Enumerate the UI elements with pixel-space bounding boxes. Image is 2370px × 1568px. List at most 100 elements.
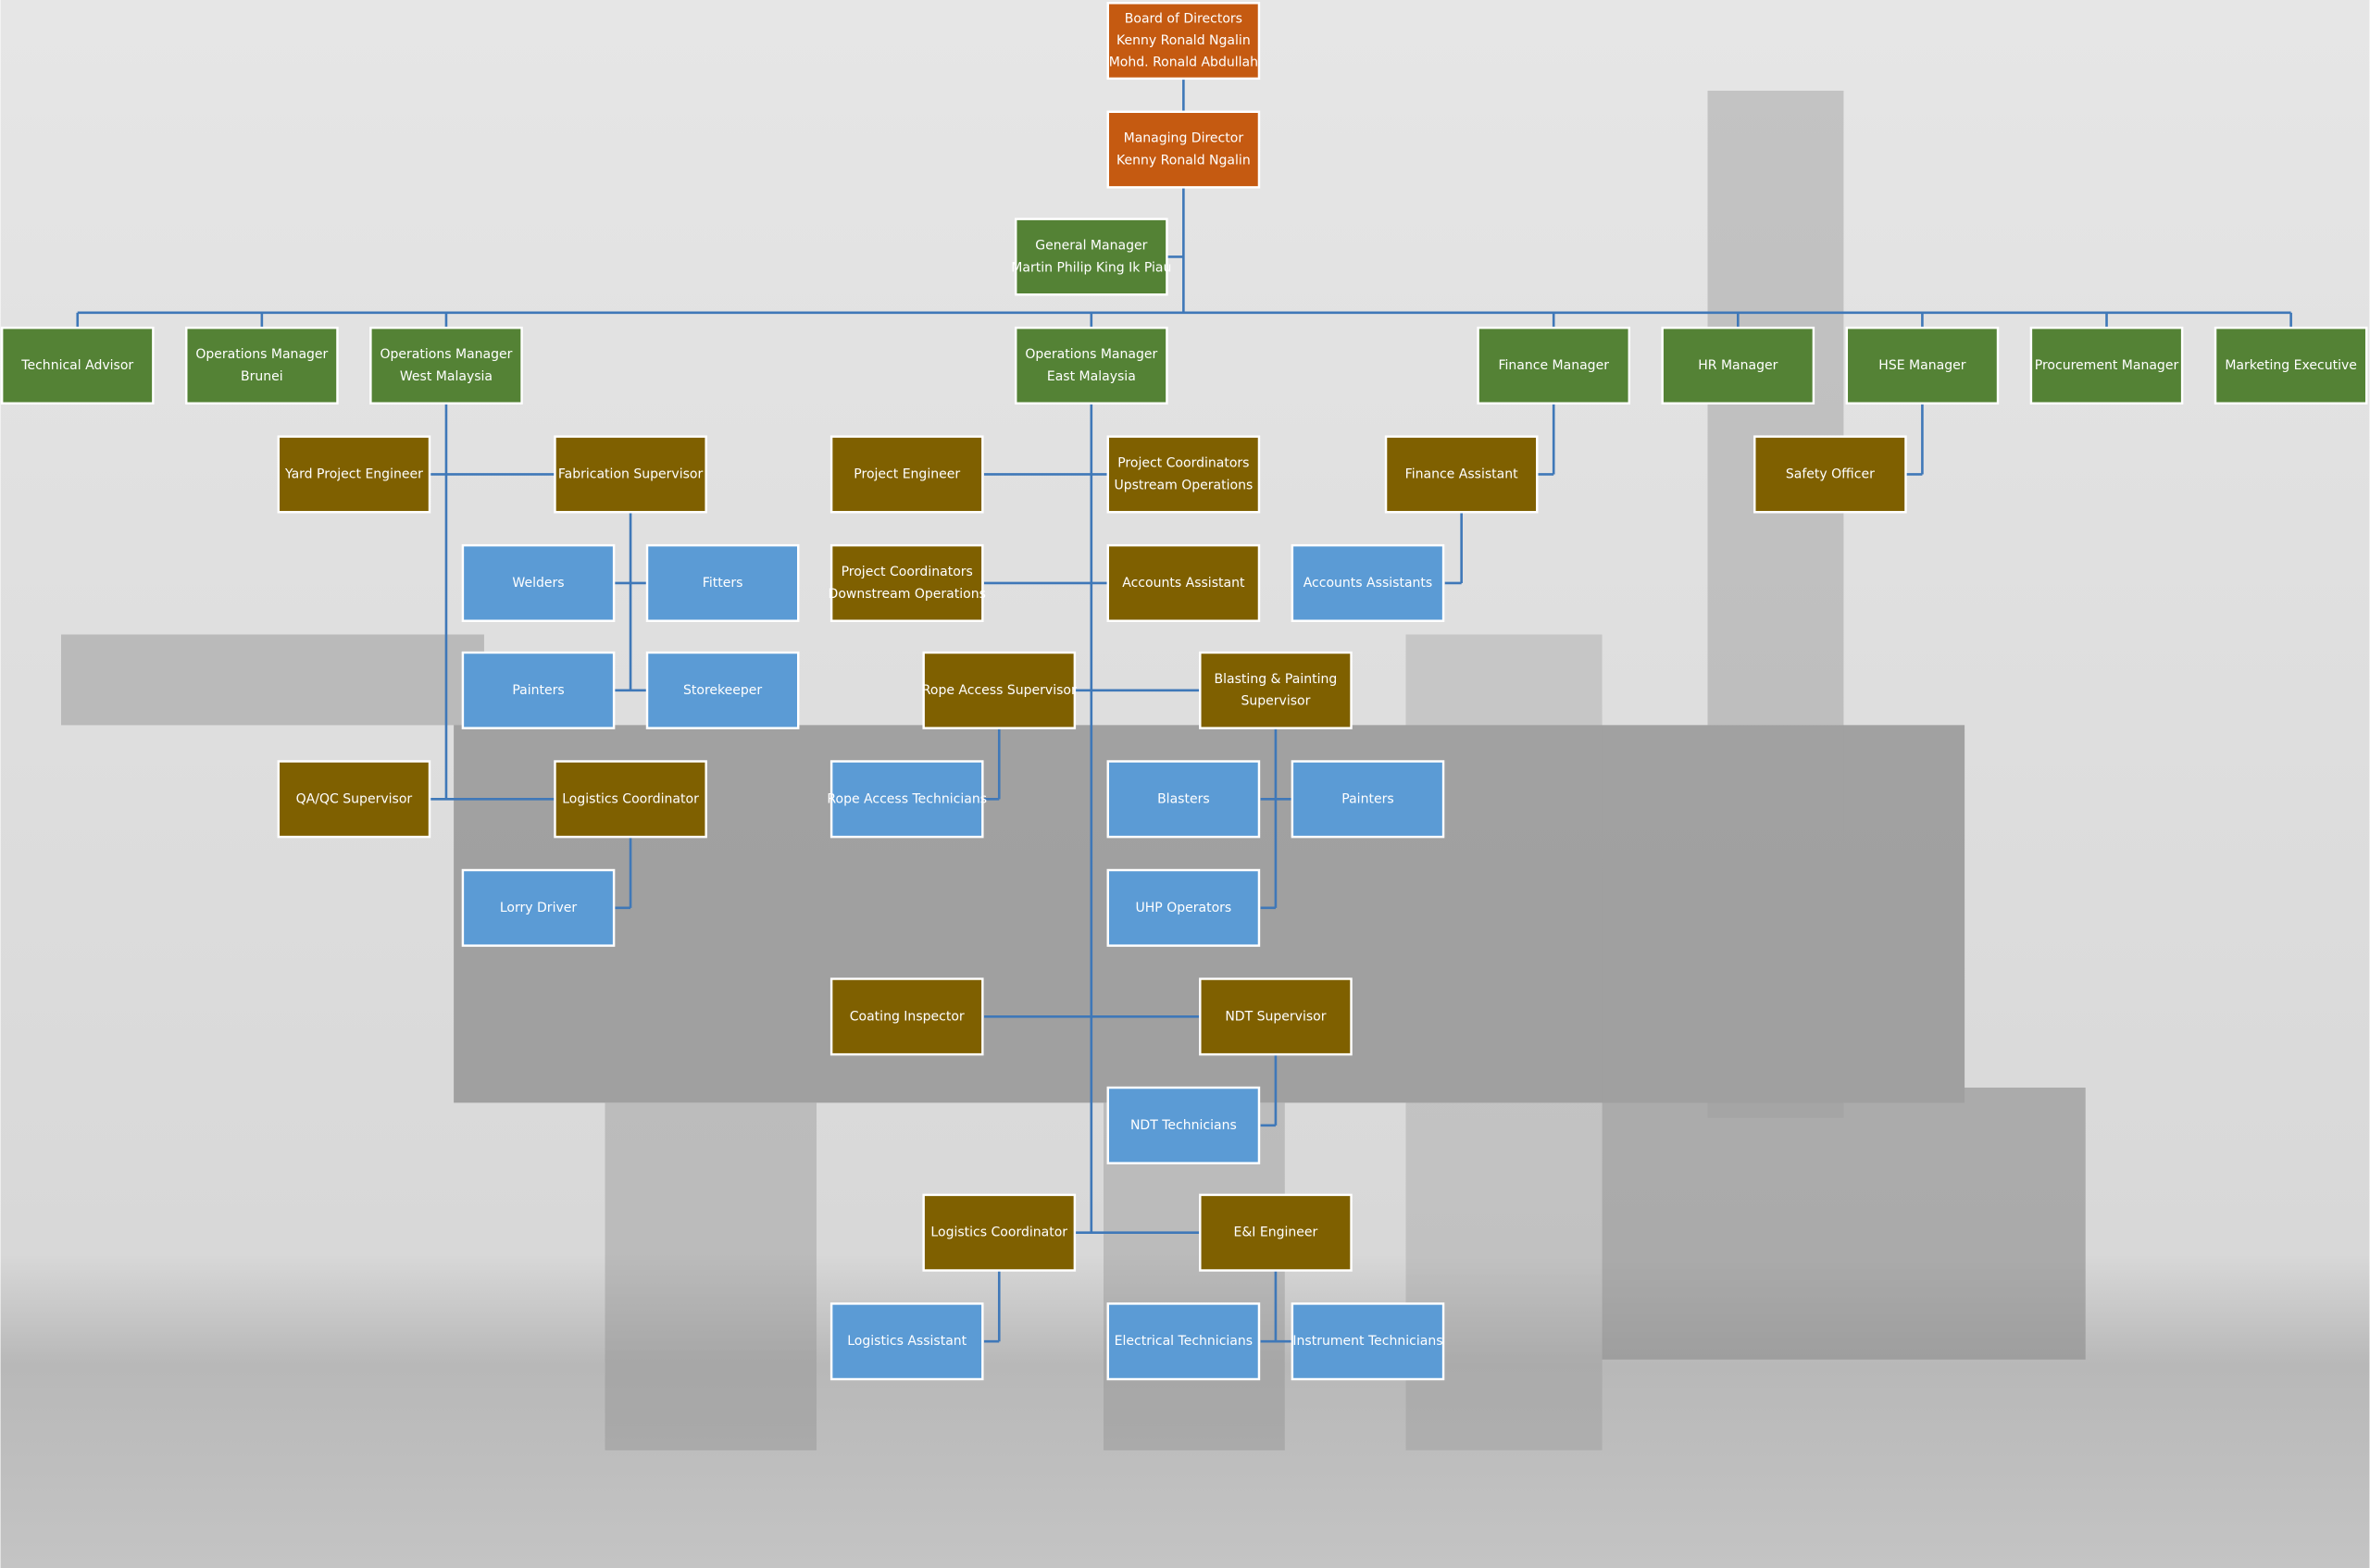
node-label: Kenny Ronald Ngalin — [1116, 153, 1251, 168]
node-label: Finance Assistant — [1405, 467, 1518, 481]
node: Accounts Assistants — [1292, 545, 1443, 621]
node-label: Operations Manager — [380, 347, 512, 362]
node-label: Mohd. Ronald Abdullah — [1109, 56, 1258, 70]
node: Operations Manager Brunei — [186, 328, 337, 404]
node: Finance Assistant — [1386, 437, 1537, 513]
node-box — [1108, 112, 1259, 188]
node: Coating Inspector — [831, 979, 982, 1055]
node-label: Accounts Assistant — [1122, 576, 1245, 591]
node-label: Blasting & Painting — [1215, 672, 1338, 687]
node: Logistics Coordinator — [924, 1195, 1075, 1271]
node: Rope Access Technicians — [827, 762, 987, 838]
node-label: Operations Manager — [195, 347, 328, 362]
node-box — [1200, 653, 1351, 728]
node: Operations Manager West Malaysia — [370, 328, 521, 404]
node: HSE Manager — [1847, 328, 1998, 404]
node-label: Accounts Assistants — [1304, 576, 1433, 591]
node-label: E&I Engineer — [1234, 1226, 1318, 1240]
node-label: HSE Manager — [1878, 358, 1965, 373]
node-label: Rope Access Technicians — [827, 791, 987, 806]
node: Project Coordinators Downstream Operation… — [829, 545, 986, 621]
node: Finance Manager — [1478, 328, 1629, 404]
node-label: East Malaysia — [1047, 369, 1136, 384]
node-box — [1108, 437, 1259, 513]
node-box — [370, 328, 521, 404]
node: Lorry Driver — [463, 870, 614, 946]
node: Electrical Technicians — [1108, 1303, 1259, 1379]
node-label: Downstream Operations — [829, 587, 986, 602]
node-label: Welders — [512, 576, 564, 591]
node-label: Operations Manager — [1025, 347, 1157, 362]
node-label: Painters — [1341, 791, 1393, 806]
node-label: Blasters — [1157, 791, 1210, 806]
node-label: Instrument Technicians — [1292, 1334, 1442, 1349]
node: Welders — [463, 545, 614, 621]
node-label: Brunei — [241, 369, 283, 384]
node: Fabrication Supervisor — [555, 437, 705, 513]
node-label: Lorry Driver — [500, 901, 578, 915]
node-label: Martin Philip King Ik Piau — [1011, 260, 1171, 275]
node: Managing Director Kenny Ronald Ngalin — [1108, 112, 1259, 188]
node-box — [186, 328, 337, 404]
node-label: Coating Inspector — [850, 1009, 965, 1024]
node-label: Logistics Coordinator — [562, 791, 699, 806]
node-label: Fitters — [703, 576, 743, 591]
node: E&I Engineer — [1200, 1195, 1351, 1271]
node-label: NDT Supervisor — [1225, 1009, 1326, 1024]
node-label: Upstream Operations — [1114, 478, 1253, 492]
node: Technical Advisor — [2, 328, 153, 404]
node-label: Supervisor — [1241, 694, 1310, 709]
node: Blasters — [1108, 762, 1259, 838]
node: Painters — [1292, 762, 1443, 838]
node: Rope Access Supervisor — [922, 653, 1077, 728]
node-box — [1016, 219, 1166, 295]
node-label: Technical Advisor — [20, 358, 133, 373]
node: Project Coordinators Upstream Operations — [1108, 437, 1259, 513]
node: General Manager Martin Philip King Ik Pia… — [1011, 219, 1171, 295]
node-label: HR Manager — [1698, 358, 1778, 373]
node-label: Fabrication Supervisor — [558, 467, 704, 481]
node-label: West Malaysia — [400, 369, 493, 384]
node-label: Project Coordinators — [842, 565, 973, 579]
node: Storekeeper — [647, 653, 798, 728]
node: Procurement Manager — [2031, 328, 2182, 404]
node: Logistics Coordinator — [555, 762, 705, 838]
node: Fitters — [647, 545, 798, 621]
node: Marketing Executive — [2215, 328, 2366, 404]
node-label: Logistics Coordinator — [930, 1226, 1067, 1240]
node: Blasting & Painting Supervisor — [1200, 653, 1351, 728]
node-label: Safety Officer — [1786, 467, 1875, 481]
node: HR Manager — [1663, 328, 1814, 404]
node: Safety Officer — [1754, 437, 1905, 513]
node-label: Painters — [512, 683, 564, 698]
node-box — [831, 545, 982, 621]
node: Instrument Technicians — [1292, 1303, 1443, 1379]
node-label: NDT Technicians — [1130, 1118, 1237, 1133]
node-label: Managing Director — [1124, 131, 1244, 146]
node: NDT Supervisor — [1200, 979, 1351, 1055]
node-label: Storekeeper — [683, 683, 762, 698]
node-label: Electrical Technicians — [1115, 1334, 1253, 1349]
node-label: Project Coordinators — [1117, 456, 1249, 471]
node-box — [1016, 328, 1166, 404]
node: Accounts Assistant — [1108, 545, 1259, 621]
node: UHP Operators — [1108, 870, 1259, 946]
node-label: QA/QC Supervisor — [296, 791, 413, 806]
org-chart: Board of Directors Kenny Ronald Ngalin Moh… — [0, 0, 2370, 1568]
node-label: UHP Operators — [1135, 901, 1231, 915]
node-label: Marketing Executive — [2225, 358, 2357, 373]
node-label: Logistics Assistant — [847, 1334, 967, 1349]
node: QA/QC Supervisor — [279, 762, 430, 838]
node-label: Board of Directors — [1125, 11, 1242, 26]
node: Board of Directors Kenny Ronald Ngalin Moh… — [1108, 3, 1259, 79]
node: Logistics Assistant — [831, 1303, 982, 1379]
node-label: General Manager — [1035, 239, 1147, 254]
node: Operations Manager East Malaysia — [1016, 328, 1166, 404]
node: Yard Project Engineer — [279, 437, 430, 513]
node-label: Procurement Manager — [2035, 358, 2179, 373]
node-label: Finance Manager — [1498, 358, 1609, 373]
node-label: Project Engineer — [854, 467, 960, 481]
page: Board of Directors Kenny Ronald Ngalin Moh… — [0, 0, 2370, 1568]
node-label: Kenny Ronald Ngalin — [1116, 33, 1251, 48]
node: NDT Technicians — [1108, 1088, 1259, 1164]
